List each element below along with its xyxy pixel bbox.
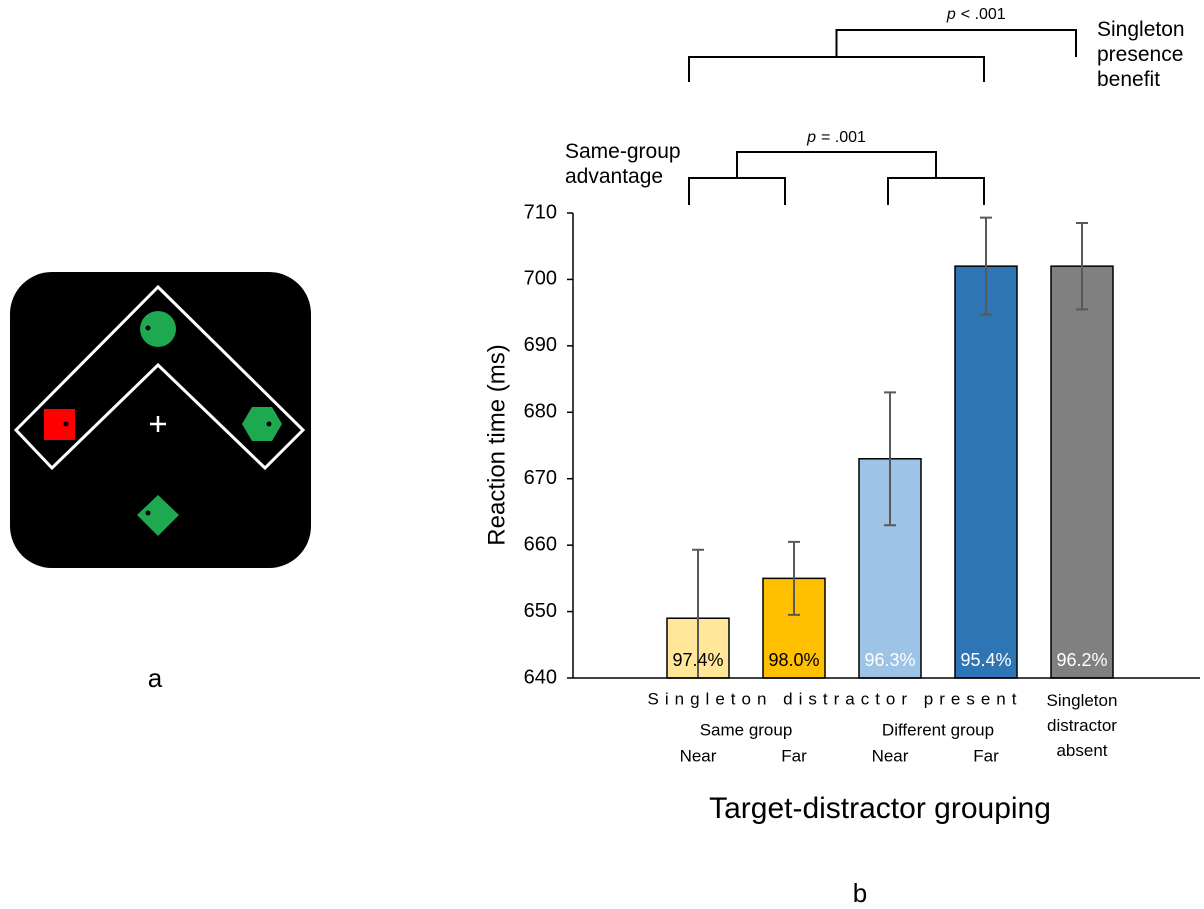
y-tick-label: 650 [524,600,557,622]
bracket [689,152,984,205]
dot [146,511,151,516]
y-tick-label: 670 [524,467,557,489]
supergroup-label: Singleton distractor present [648,689,1023,708]
accuracy-label: 97.4% [672,650,723,670]
dot [64,422,69,427]
x-tick-label: Singleton distractor absent [1047,691,1118,760]
accuracy-label: 96.2% [1056,650,1107,670]
panel-label: a [148,663,163,693]
y-tick-label: 640 [524,666,557,688]
label-line: presence [1097,43,1183,66]
panel-label: b [853,878,867,908]
label-line: Same-group [565,140,681,163]
bracket [689,30,1076,82]
accuracy-label: 96.3% [864,650,915,670]
x-axis-label: Target-distractor grouping [709,792,1051,825]
x-tick-label: Far [781,746,807,765]
dot [267,422,272,427]
bar [955,266,1017,678]
label-line: Singleton [1047,691,1118,710]
p-text: < .001 [961,6,1006,23]
p-symbol: p [946,6,956,23]
label-line: benefit [1097,68,1160,91]
label-line: distractor [1047,716,1117,735]
label-line: Singleton [1097,18,1185,41]
group-label: Different group [882,720,994,739]
x-tick-label: Far [973,746,999,765]
figure: a 640 650 660 670 680 690 700 710 97.4% 98.0% 96.3… [0,0,1204,909]
y-tick-label: 690 [524,334,557,356]
p-value: p = .001 [806,129,866,146]
y-tick-label: 700 [524,268,557,290]
y-tick-label: 710 [524,201,557,223]
p-value: p < .001 [946,6,1006,23]
bar [1051,266,1113,678]
square-item [44,409,75,440]
label-line: advantage [565,165,663,188]
y-tick-label: 680 [524,401,557,423]
accuracy-label: 98.0% [768,650,819,670]
p-symbol: p [806,129,816,146]
y-tick-label: 660 [524,533,557,555]
accuracy-label: 95.4% [960,650,1011,670]
y-axis-label: Reaction time (ms) [483,344,510,545]
circle-item [140,311,176,347]
x-tick-label: Near [872,746,909,765]
stimulus-display: a [10,272,311,693]
group-label: Same group [700,720,793,739]
dot [146,326,151,331]
p-text: = .001 [821,129,866,146]
label-line: absent [1056,741,1107,760]
x-tick-label: Near [680,746,717,765]
page: {"panel_a": {"label": "a"}, "chart_data"… [0,0,1204,909]
